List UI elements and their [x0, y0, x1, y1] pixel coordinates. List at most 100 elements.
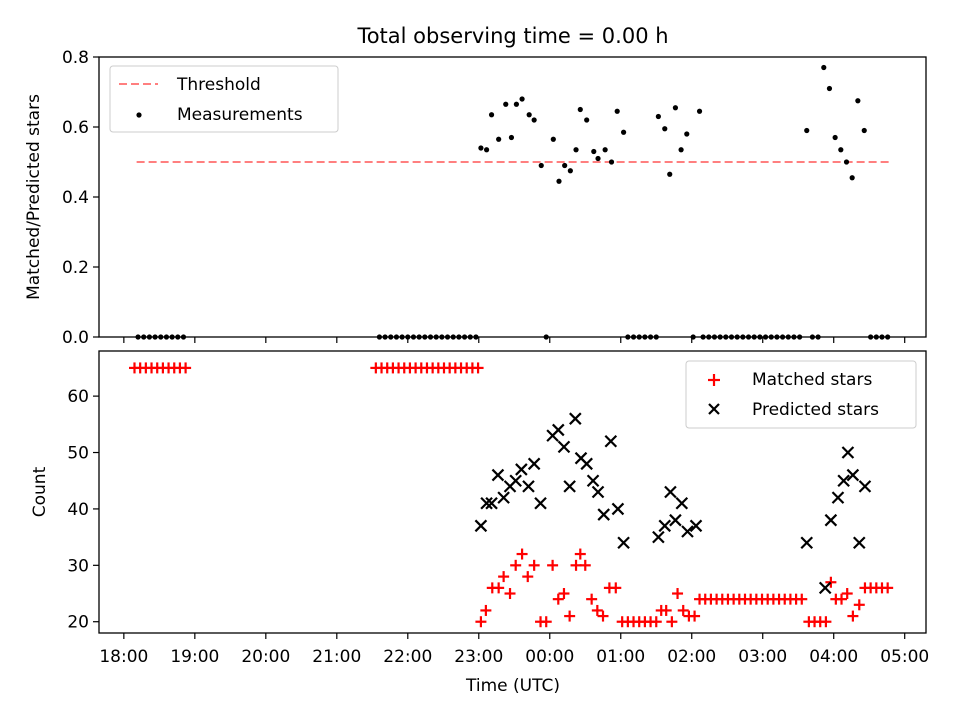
- matched-point: [597, 610, 609, 622]
- bottom-xtick-label: 05:00: [880, 647, 929, 667]
- predicted-point: [858, 480, 872, 493]
- measurement-point: [483, 147, 490, 153]
- measurement-point: [849, 175, 855, 181]
- top-ylabel: Matched/Predicted stars: [24, 94, 44, 300]
- measurement-point: [655, 113, 661, 120]
- measurement-point: [538, 162, 544, 169]
- bottom-legend-box: [685, 360, 917, 429]
- bottom-xtick-label: 01:00: [596, 647, 645, 667]
- chart-title: Total observing time = 0.00 h: [356, 24, 668, 48]
- predicted-legend-label: Predicted stars: [752, 400, 879, 420]
- predicted-point: [515, 463, 528, 476]
- matched-point: [820, 616, 832, 628]
- matched-point: [528, 559, 540, 571]
- predicted-point: [552, 423, 565, 437]
- bottom-xlabel: Time (UTC): [465, 676, 560, 696]
- measurement-point: [855, 98, 861, 104]
- top-legend: Threshold Measurements: [109, 65, 339, 133]
- predicted-point: [852, 536, 866, 550]
- measurement-point: [567, 168, 573, 174]
- matched-point: [825, 576, 837, 588]
- bottom-ytick-label: 40: [67, 500, 89, 520]
- matched-point: [841, 588, 853, 600]
- bottom-ytick-label: 30: [67, 556, 89, 576]
- measurements-legend-label: Measurements: [177, 105, 303, 125]
- matched-point: [480, 604, 492, 616]
- measurement-point: [861, 127, 867, 134]
- matched-point: [564, 610, 576, 622]
- predicted-point: [846, 468, 860, 482]
- predicted-point: [658, 519, 672, 533]
- bottom-xtick-label: 21:00: [312, 647, 361, 667]
- measurements-legend-swatch: [136, 112, 142, 118]
- matched-point: [796, 593, 808, 605]
- matched-point: [510, 559, 522, 571]
- predicted-point: [586, 474, 600, 487]
- bottom-xtick-label: 18:00: [99, 647, 148, 667]
- measurement-point: [584, 117, 590, 123]
- matched-point: [475, 616, 487, 628]
- measurement-point: [614, 108, 620, 114]
- predicted-point: [557, 440, 571, 454]
- matched-point: [504, 588, 516, 600]
- predicted-point: [800, 536, 814, 550]
- bottom-ytick-label: 20: [67, 613, 89, 633]
- bottom-axes-frame: [98, 350, 927, 634]
- predicted-point: [831, 491, 845, 504]
- matched-point: [591, 604, 603, 616]
- measurement-point: [826, 85, 833, 92]
- top-axis-ticks: 0.0 0.2 0.4 0.6 0.8: [62, 48, 906, 348]
- bottom-xtick-label: 02:00: [667, 647, 716, 667]
- count-points: [128, 362, 894, 628]
- predicted-point: [604, 434, 618, 448]
- top-ytick-label: 0.4: [62, 188, 89, 208]
- top-ytick-label: 0.8: [62, 48, 89, 68]
- measurement-point: [832, 134, 838, 141]
- measurement-point: [804, 127, 810, 134]
- measurement-point: [508, 134, 515, 141]
- matched-point: [579, 559, 591, 571]
- matched-point: [552, 593, 564, 605]
- measurement-point: [620, 129, 627, 135]
- predicted-point: [527, 457, 541, 471]
- top-legend-box: [109, 65, 339, 133]
- bottom-ylabel: Count: [30, 466, 50, 517]
- matched-point: [493, 582, 505, 594]
- predicted-point: [534, 497, 547, 510]
- measurement-point: [662, 126, 668, 132]
- predicted-point: [669, 513, 682, 527]
- measurement-point: [838, 147, 844, 153]
- bottom-xtick-label: 04:00: [809, 647, 858, 667]
- matched-legend-swatch: [708, 374, 720, 386]
- matched-point: [180, 362, 192, 374]
- predicted-point: [841, 446, 855, 459]
- predicted-point: [580, 457, 593, 471]
- measurement-point: [496, 136, 502, 142]
- matched-point: [689, 610, 701, 622]
- predicted-point: [824, 513, 838, 527]
- bottom-plot: 20 30 40 50 60 18:00 19:00 20:00 21:00 22:00 23:00…: [30, 350, 929, 696]
- bottom-xtick-label: 22:00: [383, 647, 432, 667]
- matched-point: [516, 548, 528, 560]
- matched-point: [472, 362, 484, 374]
- predicted-point: [474, 519, 488, 533]
- measurement-point: [526, 112, 532, 118]
- measurement-point: [667, 171, 673, 177]
- predicted-point: [591, 485, 605, 499]
- matched-point: [558, 588, 570, 600]
- matched-point: [847, 610, 859, 622]
- predicted-point: [497, 491, 510, 504]
- matched-point: [853, 599, 865, 611]
- predicted-point: [617, 536, 630, 550]
- predicted-point: [485, 497, 498, 510]
- matched-point: [586, 593, 598, 605]
- matched-point: [660, 604, 672, 616]
- measurement-point: [556, 178, 562, 184]
- matched-point: [666, 616, 678, 628]
- measurement-point: [478, 145, 484, 151]
- measurement-point: [602, 147, 608, 153]
- measurement-points: [135, 64, 891, 340]
- measurement-point: [821, 64, 827, 71]
- top-plot: 0.00.20.40.60.8 Matched/Predicted stars …: [24, 48, 927, 348]
- bottom-legend: Matched stars Predicted stars: [685, 360, 917, 429]
